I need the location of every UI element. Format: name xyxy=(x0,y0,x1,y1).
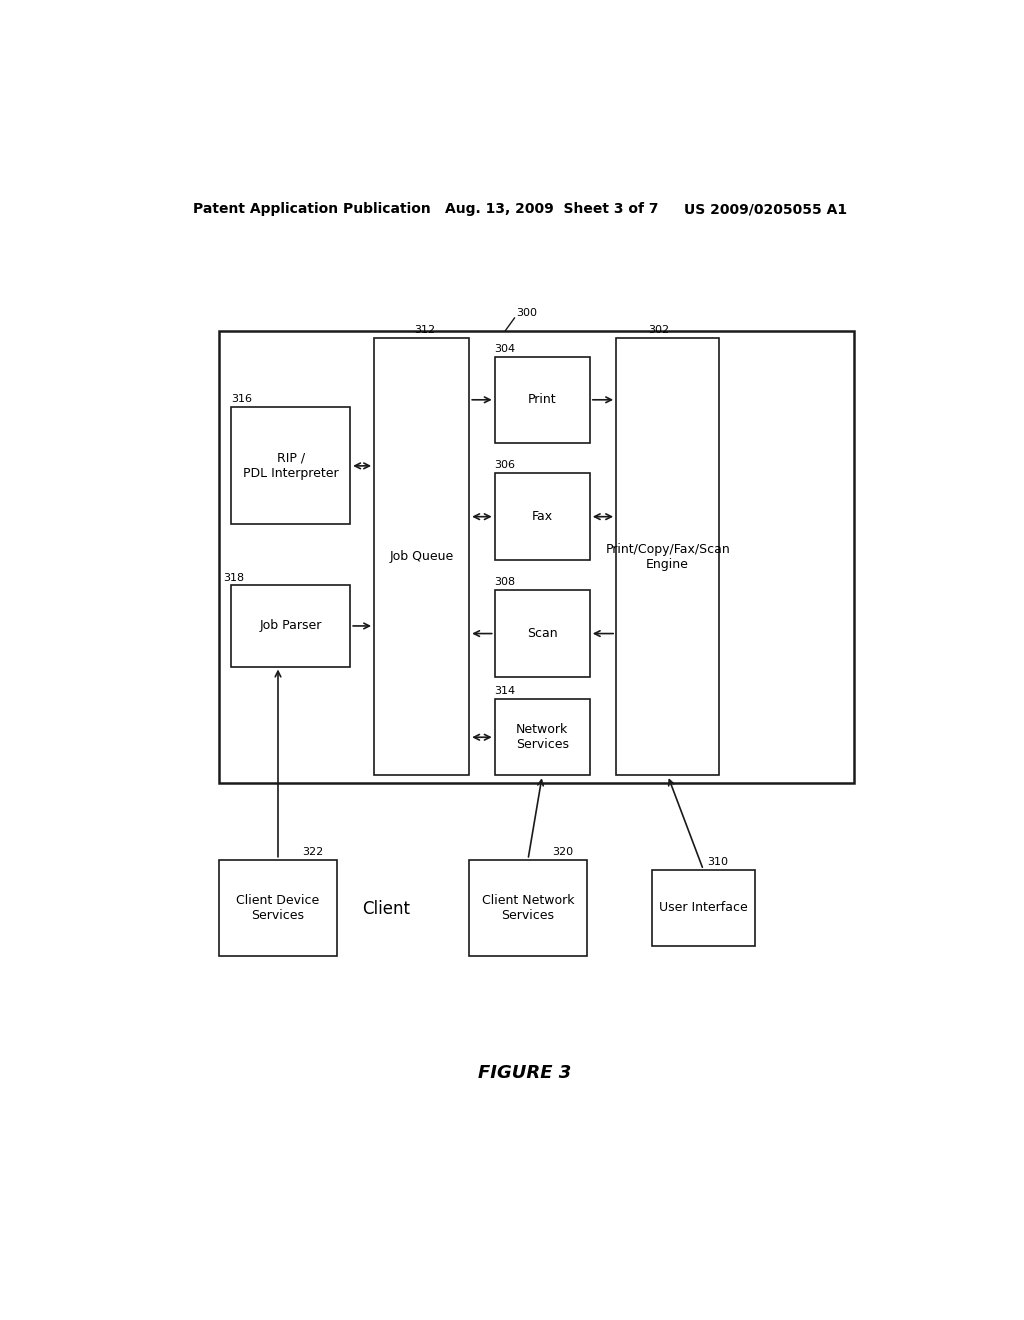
Text: User Interface: User Interface xyxy=(659,902,748,915)
Text: US 2009/0205055 A1: US 2009/0205055 A1 xyxy=(684,202,847,216)
Bar xyxy=(495,356,590,444)
Bar xyxy=(652,870,755,946)
Text: 304: 304 xyxy=(495,343,516,354)
Text: 316: 316 xyxy=(231,395,252,404)
Text: Job Queue: Job Queue xyxy=(389,550,454,564)
Bar xyxy=(495,590,590,677)
Text: 302: 302 xyxy=(648,325,669,335)
Text: FIGURE 3: FIGURE 3 xyxy=(478,1064,571,1082)
Bar xyxy=(616,338,719,775)
Text: Scan: Scan xyxy=(527,627,558,640)
Bar xyxy=(374,338,469,775)
Bar xyxy=(495,474,590,560)
Text: Job Parser: Job Parser xyxy=(259,619,322,632)
Text: 322: 322 xyxy=(303,846,324,857)
Text: 314: 314 xyxy=(495,686,516,696)
Bar xyxy=(219,859,337,956)
Bar xyxy=(219,331,854,784)
Text: Fax: Fax xyxy=(531,511,553,523)
Text: Client Device
Services: Client Device Services xyxy=(237,894,319,921)
Bar xyxy=(469,859,587,956)
Text: Print/Copy/Fax/Scan
Engine: Print/Copy/Fax/Scan Engine xyxy=(605,543,730,570)
Text: 320: 320 xyxy=(553,846,573,857)
Text: 310: 310 xyxy=(708,857,728,867)
Text: RIP /
PDL Interpreter: RIP / PDL Interpreter xyxy=(243,451,339,480)
Bar xyxy=(231,585,350,667)
Text: 308: 308 xyxy=(495,577,516,587)
Text: 306: 306 xyxy=(495,461,516,470)
Text: 312: 312 xyxy=(414,325,435,335)
Text: Client Network
Services: Client Network Services xyxy=(481,894,574,921)
Text: Print: Print xyxy=(528,393,557,407)
Text: Client: Client xyxy=(361,899,410,917)
Bar xyxy=(495,700,590,775)
Text: Network
Services: Network Services xyxy=(516,723,568,751)
Text: 318: 318 xyxy=(223,573,245,583)
Bar xyxy=(231,408,350,524)
Text: 300: 300 xyxy=(516,308,537,318)
Text: Aug. 13, 2009  Sheet 3 of 7: Aug. 13, 2009 Sheet 3 of 7 xyxy=(445,202,658,216)
Text: Patent Application Publication: Patent Application Publication xyxy=(194,202,431,216)
